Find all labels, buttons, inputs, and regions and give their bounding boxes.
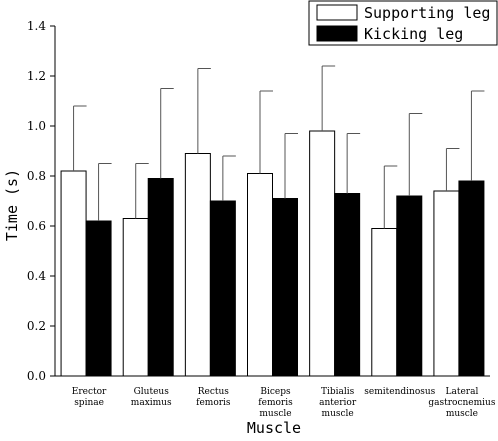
bar-kicking — [272, 198, 298, 377]
x-axis-title: Muscle — [247, 419, 301, 437]
x-category-label: Erector — [72, 387, 107, 397]
x-category-label: muscle — [322, 409, 354, 419]
x-category-label: Rectus — [198, 387, 230, 397]
bar-kicking — [334, 193, 361, 377]
x-category-label: spinae — [74, 398, 104, 408]
y-axis-title: Time (s) — [3, 169, 21, 241]
bar-kicking — [458, 180, 485, 377]
bar-supporting — [122, 218, 149, 377]
y-axis: 0.0 0.2 0.4 0.6 0.8 1.0 1.2 1.4 — [27, 19, 56, 383]
bar-supporting — [247, 173, 273, 377]
bar-supporting — [433, 190, 460, 377]
legend-label: Kicking leg — [364, 25, 463, 43]
bar-supporting — [184, 153, 211, 377]
legend-swatch-kicking — [316, 25, 358, 42]
legend-swatch-supporting — [316, 4, 358, 21]
x-axis: ErectorspinaeGluteusmaximusRectusfemoris… — [55, 375, 496, 419]
bar-kicking — [209, 200, 236, 377]
y-tick-label: 0.6 — [27, 219, 46, 233]
bars — [60, 65, 485, 377]
y-tick-label: 0.4 — [27, 269, 46, 283]
x-category-label: Gluteus — [134, 387, 170, 397]
bar-supporting — [60, 170, 87, 377]
bar-kicking — [396, 195, 423, 377]
x-category-label: semitendinosus — [364, 387, 435, 397]
bar-kicking — [147, 178, 174, 377]
y-tick-label: 1.2 — [27, 69, 46, 83]
legend-label: Supporting leg — [364, 4, 490, 22]
x-category-label: femoris — [258, 398, 293, 408]
y-tick-label: 0.8 — [27, 169, 46, 183]
x-category-label: femoris — [196, 398, 231, 408]
x-category-label: muscle — [446, 409, 478, 419]
bar-kicking — [85, 220, 112, 377]
legend: Supporting leg Kicking leg — [308, 0, 498, 46]
x-category-label: maximus — [131, 398, 172, 408]
x-category-label: gastrocnemius — [428, 398, 495, 408]
y-tick-label: 0.2 — [27, 319, 46, 333]
y-tick-label: 0.0 — [27, 369, 46, 383]
x-category-label: anterior — [319, 398, 357, 408]
x-category-label: Lateral — [446, 387, 479, 397]
x-category-label: Tibialis — [321, 387, 355, 397]
y-tick-label: 1.0 — [27, 119, 46, 133]
x-category-label: Biceps — [260, 387, 291, 397]
x-category-label: muscle — [259, 409, 291, 419]
y-tick-label: 1.4 — [27, 19, 46, 33]
bar-supporting — [309, 130, 336, 377]
bar-supporting — [371, 228, 398, 377]
